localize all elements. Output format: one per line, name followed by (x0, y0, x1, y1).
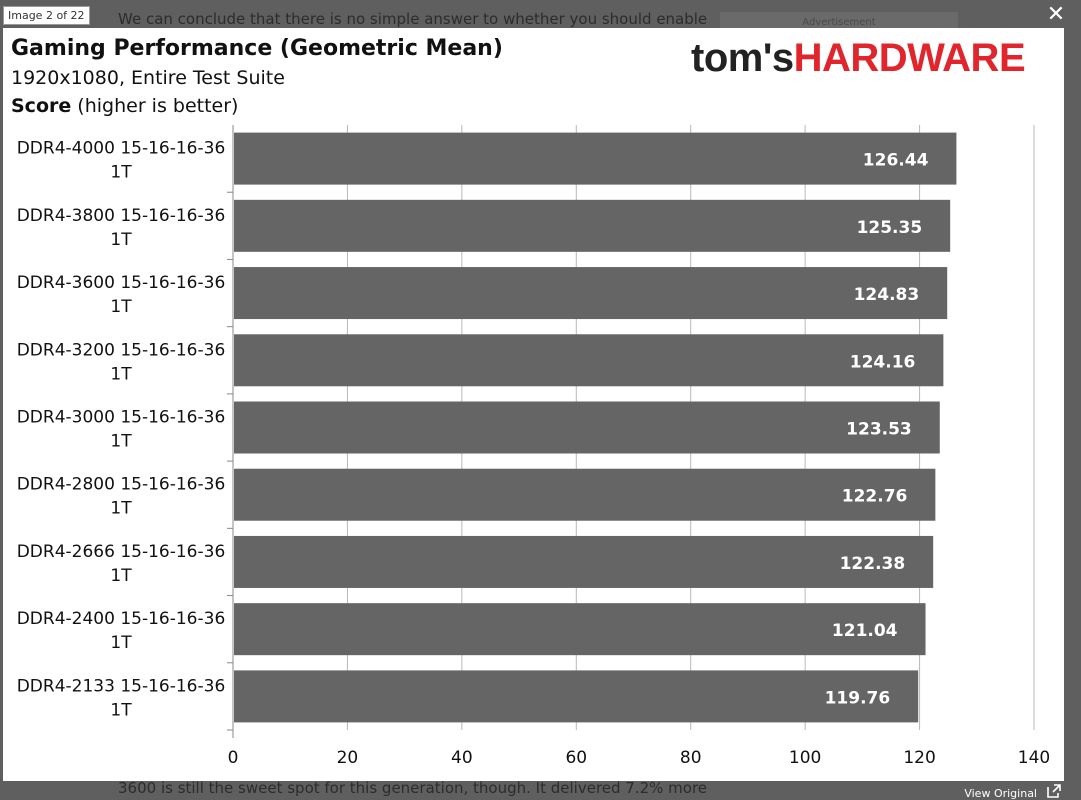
bar-value-label: 125.35 (857, 218, 923, 238)
x-tick-label: 0 (228, 748, 239, 768)
background-article-text-bottom: 3600 is still the sweet spot for this ge… (118, 779, 708, 797)
external-link-icon[interactable] (1047, 784, 1061, 798)
bar (234, 670, 919, 723)
bar-chart: 0 20 40 60 80 100 120 140 DDR4-4000 15-16-16-36 1… (17, 125, 1050, 768)
bar (234, 401, 940, 454)
bar (234, 535, 934, 588)
category-label: DDR4-2800 15-16-16-36 1T (17, 475, 226, 519)
bar-value-label: 124.83 (854, 285, 920, 305)
chart-axis-label-bold: Score (11, 95, 72, 117)
category-label: DDR4-3000 15-16-16-36 1T (17, 408, 226, 452)
brand-logo-part2: HARDWARE (793, 36, 1026, 80)
bar-value-label: 122.38 (840, 554, 906, 574)
chart-subtitle: 1920x1080, Entire Test Suite (11, 67, 285, 89)
background-advertisement: Advertisement (720, 12, 958, 28)
category-label: DDR4-4000 15-16-16-36 1T (17, 139, 226, 183)
bar (234, 267, 948, 320)
category-label: DDR4-3800 15-16-16-36 1T (17, 206, 226, 250)
bar-value-label: 121.04 (832, 621, 898, 641)
chart-image-panel: Gaming Performance (Geometric Mean) 1920… (3, 28, 1064, 781)
x-tick-label: 100 (789, 748, 821, 768)
category-label: DDR4-2666 15-16-16-36 1T (17, 542, 226, 586)
bar (234, 199, 951, 252)
brand-logo-part1: tom's (691, 36, 794, 80)
background-article-text-top: We can conclude that there is no simple … (118, 10, 708, 28)
bar (234, 334, 944, 387)
category-label: DDR4-3600 15-16-16-36 1T (17, 273, 226, 317)
x-tick-label: 140 (1018, 748, 1050, 768)
brand-logo: tom'sHARDWARE (691, 36, 1026, 81)
x-tick-label: 20 (337, 748, 359, 768)
x-tick-label: 80 (680, 748, 702, 768)
close-icon: ✕ (1046, 2, 1066, 27)
bar-value-label: 122.76 (842, 487, 908, 507)
category-label: DDR4-3200 15-16-16-36 1T (17, 340, 226, 384)
image-counter: Image 2 of 22 (3, 6, 90, 25)
bar-value-label: 126.44 (863, 151, 929, 171)
x-tick-label: 120 (903, 748, 935, 768)
x-tick-label: 60 (565, 748, 587, 768)
bar-value-label: 124.16 (850, 352, 916, 372)
bar-value-label: 123.53 (846, 420, 912, 440)
category-label: DDR4-2400 15-16-16-36 1T (17, 609, 226, 653)
bar-value-label: 119.76 (825, 688, 891, 708)
chart-axis-label: Score (higher is better) (11, 95, 238, 117)
chart-axis-label-rest: (higher is better) (71, 95, 239, 117)
bar (234, 132, 957, 185)
bar (234, 468, 936, 521)
close-button[interactable]: ✕ (1043, 2, 1069, 28)
x-tick-label: 40 (451, 748, 473, 768)
bar (234, 603, 926, 656)
chart-title: Gaming Performance (Geometric Mean) (11, 36, 503, 61)
view-original-link[interactable]: View Original (964, 787, 1037, 800)
category-label: DDR4-2133 15-16-16-36 1T (17, 676, 226, 720)
